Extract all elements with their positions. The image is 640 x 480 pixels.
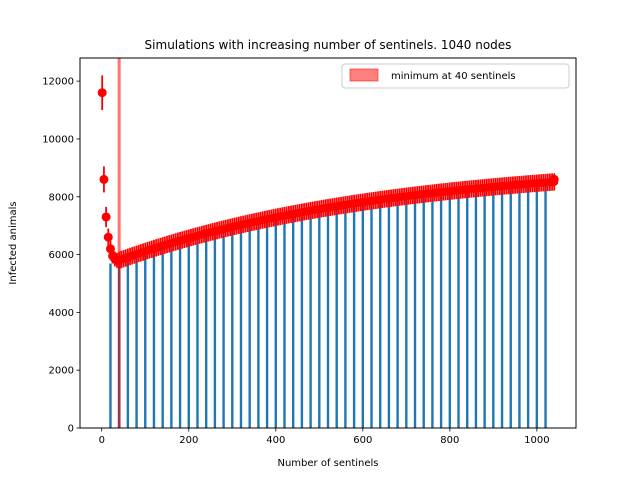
bar: [535, 183, 539, 428]
bar: [361, 202, 365, 428]
bar: [204, 233, 208, 428]
bar: [170, 243, 173, 428]
bar: [196, 235, 199, 428]
legend: minimum at 40 sentinels: [341, 63, 570, 89]
bar: [387, 198, 391, 428]
x-tick-label: 1000: [524, 435, 549, 446]
y-tick-label: 12000: [42, 77, 74, 88]
bar: [178, 240, 182, 428]
bar: [239, 224, 243, 428]
bar: [326, 207, 330, 428]
bar: [231, 226, 234, 428]
y-tick-label: 8000: [49, 192, 74, 203]
series-layer: [97, 75, 559, 270]
y-tick-label: 0: [68, 424, 74, 435]
bar: [309, 210, 312, 428]
bar: [457, 190, 460, 428]
bar: [335, 206, 338, 428]
bar: [518, 184, 521, 428]
x-tick-label: 600: [353, 435, 372, 446]
bar: [474, 188, 478, 428]
bar: [213, 231, 217, 428]
y-tick-label: 10000: [42, 134, 74, 145]
bar: [187, 238, 190, 428]
bar: [222, 229, 225, 428]
x-tick-label: 800: [440, 435, 459, 446]
bar: [318, 209, 321, 428]
data-point: [99, 174, 109, 184]
y-tick-label: 6000: [49, 250, 74, 261]
bar: [526, 183, 530, 428]
chart-title: Simulations with increasing number of se…: [145, 38, 512, 52]
marker-layer: [117, 58, 121, 428]
bar: [379, 199, 382, 428]
y-axis-label: Infected animals: [8, 201, 19, 284]
bar: [126, 257, 130, 428]
x-tick-label: 0: [99, 435, 105, 446]
minimum-marker: [117, 58, 121, 428]
y-tick-label: 2000: [49, 366, 74, 377]
bar: [274, 217, 277, 428]
bar: [283, 215, 286, 428]
bar: [405, 196, 408, 428]
legend-box: [341, 63, 570, 89]
data-point: [97, 88, 107, 98]
bar: [257, 220, 260, 428]
ticks-layer: 0 200 400 600 800 100002000400060008000100001…: [42, 77, 549, 446]
bar: [448, 191, 452, 428]
data-point: [549, 174, 559, 184]
bar: [500, 186, 504, 428]
legend-swatch: [349, 68, 379, 82]
bar: [483, 187, 486, 428]
bar: [509, 185, 512, 428]
bar: [161, 245, 164, 428]
bar: [152, 248, 156, 428]
legend-label: minimum at 40 sentinels: [391, 71, 516, 82]
bar: [344, 204, 347, 428]
data-point: [103, 232, 113, 242]
bar: [291, 213, 295, 428]
bar: [135, 254, 138, 428]
bar: [144, 251, 147, 428]
x-tick-label: 400: [266, 435, 285, 446]
x-tick-label: 200: [179, 435, 198, 446]
data-point: [101, 212, 111, 222]
plot-frame: [79, 57, 577, 429]
bar: [248, 222, 251, 428]
bar: [466, 189, 469, 428]
y-tick-label: 4000: [49, 308, 74, 319]
bar: [370, 200, 373, 428]
bar: [422, 194, 425, 428]
bar: [413, 195, 417, 428]
bar: [544, 182, 547, 428]
bar: [265, 219, 269, 428]
bar: [396, 197, 399, 428]
bar: [492, 186, 495, 428]
bar: [352, 203, 356, 428]
bars-layer: [109, 182, 547, 428]
bar: [109, 263, 112, 428]
bar: [439, 192, 443, 428]
bar: [300, 212, 304, 428]
x-axis-label: Number of sentinels: [277, 458, 378, 469]
bar: [431, 193, 434, 428]
